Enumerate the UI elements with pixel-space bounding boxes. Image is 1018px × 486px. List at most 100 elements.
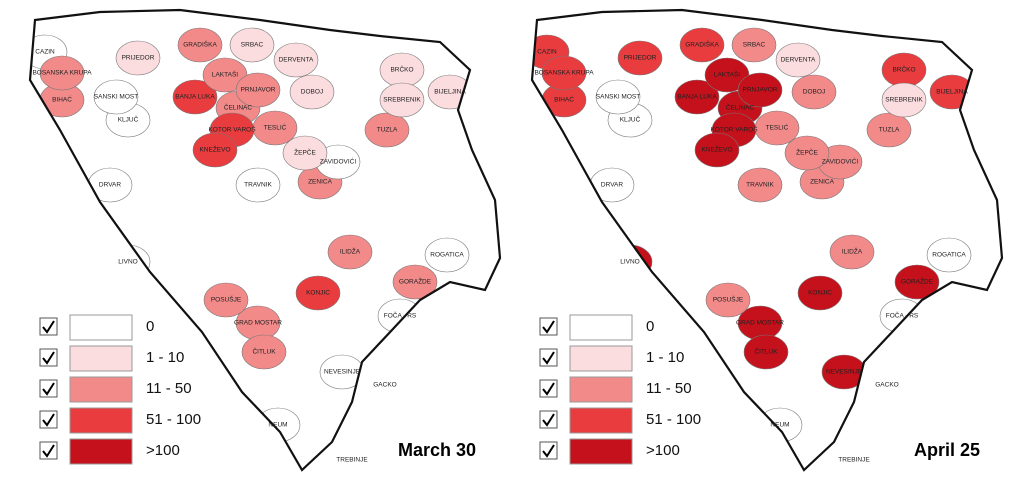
legend-swatch	[69, 438, 133, 465]
checkbox	[539, 348, 558, 367]
municipality-label: GACKO	[875, 382, 898, 389]
municipality-area	[177, 27, 223, 63]
check-mark	[42, 444, 55, 458]
municipality-label: DOBOJ	[301, 89, 323, 96]
municipality-label: ILIDŽA	[842, 247, 863, 256]
municipality-label: SANSKI MOST	[94, 94, 138, 101]
legend-label: >100	[646, 442, 680, 459]
municipality-label: KONJIC	[808, 290, 832, 297]
municipality-area	[424, 237, 470, 273]
municipality-label: BANJA LUKA	[175, 94, 215, 101]
municipality-area	[235, 167, 281, 203]
municipality-label: BOSANSKA KRUPA	[534, 70, 594, 77]
municipality-label: BOSANSKA KRUPA	[32, 70, 92, 77]
municipality-label: PRIJEDOR	[122, 55, 155, 62]
legend-label: 1 - 10	[146, 349, 184, 366]
municipality-area	[235, 72, 281, 108]
municipality-area	[273, 42, 319, 78]
municipality-area	[229, 27, 275, 63]
municipality-label: ILIDŽA	[340, 247, 361, 256]
legend-swatch	[569, 314, 633, 341]
checkbox	[539, 317, 558, 336]
municipality-label: KLJUČ	[118, 115, 139, 124]
municipality-label: TRAVNIK	[746, 182, 774, 189]
municipality-area	[926, 237, 972, 273]
legend-swatch	[69, 376, 133, 403]
check-mark	[542, 351, 555, 365]
checkbox	[539, 441, 558, 460]
municipality-label: ŽEPČE	[796, 148, 818, 157]
legend-label: 0	[646, 318, 654, 335]
municipality-area	[866, 112, 912, 148]
municipality-label: KNEŽEVO	[199, 145, 230, 154]
municipality-area	[252, 110, 298, 146]
municipality-label: GRAD MOSTAR	[234, 320, 282, 327]
municipality-label: LIVNO	[620, 259, 640, 266]
municipality-area	[241, 334, 287, 370]
municipality-area	[674, 79, 720, 115]
municipality-area	[93, 79, 139, 115]
municipality-label: CAZIN	[35, 49, 55, 56]
map-panel: BANJA LUKA GRADIŠKA PRIJEDOR LAKTAŠI ČELINAC…	[28, 8, 502, 472]
municipality-label: ROGATICA	[932, 252, 966, 259]
municipality-label: DRVAR	[601, 182, 623, 189]
municipality-area	[541, 55, 587, 91]
municipality-area	[797, 275, 843, 311]
municipality-label: LAKTAŠI	[212, 70, 238, 79]
municipality-label: ČELINAC	[224, 103, 252, 112]
municipality-area	[737, 72, 783, 108]
municipality-label: SREBRENIK	[885, 97, 923, 104]
municipality-area	[731, 27, 777, 63]
municipality-label: LIVNO	[118, 259, 138, 266]
map: BANJA LUKA GRADIŠKA PRIJEDOR LAKTAŠI ČELINAC…	[28, 8, 502, 472]
municipality-label: KOTOR VAROŠ	[710, 125, 758, 134]
municipality-label: TUZLA	[879, 127, 900, 134]
check-mark	[42, 351, 55, 365]
municipality-area	[392, 264, 438, 300]
municipality-label: LAKTAŠI	[714, 70, 740, 79]
check-mark	[42, 413, 55, 427]
checkbox	[539, 410, 558, 429]
municipality-area	[379, 82, 425, 118]
municipality-area	[894, 264, 940, 300]
checkbox	[39, 317, 58, 336]
country-border	[530, 8, 1004, 472]
municipality-area	[192, 132, 238, 168]
municipality-area	[754, 110, 800, 146]
municipality-area	[282, 135, 328, 171]
municipality-label: ROGATICA	[430, 252, 464, 259]
municipality-label: ZENICA	[810, 179, 835, 186]
municipality-label: ŽEPČE	[294, 148, 316, 157]
municipality-label: GACKO	[373, 382, 396, 389]
municipality-label: DRVAR	[99, 182, 121, 189]
legend-swatch	[569, 376, 633, 403]
checkbox	[39, 348, 58, 367]
municipality-label: GORAŽDE	[399, 277, 432, 286]
municipality-label: TREBINJE	[336, 457, 368, 464]
municipality-label: KONJIC	[306, 290, 330, 297]
municipality-label: PRIJEDOR	[624, 55, 657, 62]
municipality-label: BIJELJINA	[434, 89, 466, 96]
municipality-label: GORAŽDE	[901, 277, 934, 286]
municipality-label: BIHAĆ	[554, 95, 574, 104]
legend-swatch	[569, 438, 633, 465]
municipality-label: PRNJAVOR	[743, 87, 778, 94]
municipality-label: ZAVIDOVIĆI	[822, 157, 859, 166]
check-mark	[42, 382, 55, 396]
municipality-area	[289, 74, 335, 110]
legend-label: 51 - 100	[646, 411, 701, 428]
legend-swatch	[69, 314, 133, 341]
municipality-label: BIHAĆ	[52, 95, 72, 104]
municipality-area	[203, 282, 249, 318]
municipality-label: NEVESINJE	[324, 369, 361, 376]
municipality-label: ZAVIDOVIĆI	[320, 157, 357, 166]
municipality-label: DERVENTA	[279, 57, 314, 64]
municipality-area	[881, 82, 927, 118]
checkbox	[539, 379, 558, 398]
municipality-label: KLJUČ	[620, 115, 641, 124]
legend-label: 51 - 100	[146, 411, 201, 428]
map-panel: BANJA LUKA GRADIŠKA PRIJEDOR LAKTAŠI ČELINAC…	[530, 8, 1004, 472]
municipality-label: KNEŽEVO	[701, 145, 732, 154]
municipality-area	[791, 74, 837, 110]
